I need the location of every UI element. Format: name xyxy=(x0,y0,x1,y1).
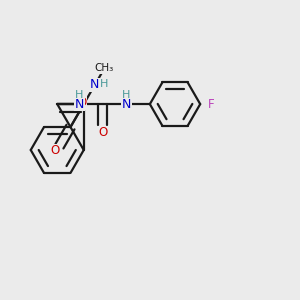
Text: H: H xyxy=(75,90,83,100)
Text: CH₃: CH₃ xyxy=(94,63,113,74)
Text: F: F xyxy=(208,98,214,111)
Text: O: O xyxy=(98,127,107,140)
Text: N: N xyxy=(122,98,131,111)
Text: O: O xyxy=(78,96,87,109)
Text: H: H xyxy=(122,90,130,100)
Text: H: H xyxy=(99,79,108,88)
Text: N: N xyxy=(90,79,100,92)
Text: O: O xyxy=(51,144,60,157)
Text: N: N xyxy=(75,98,84,111)
